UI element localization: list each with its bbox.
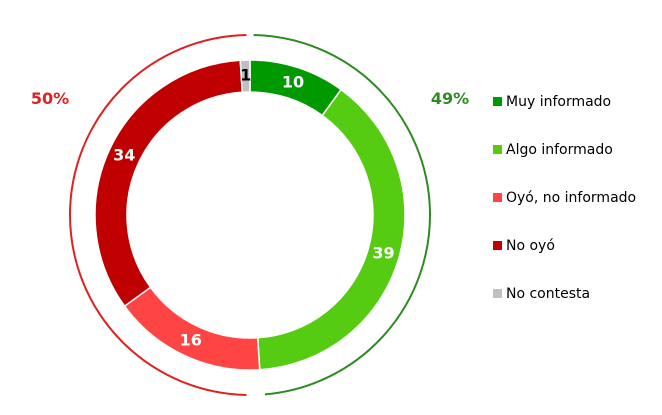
slice-label: 16	[180, 330, 202, 349]
group-arc	[69, 34, 247, 396]
legend-label: Algo informado	[506, 142, 613, 158]
slice-label: 1	[240, 66, 251, 85]
legend-swatch	[493, 97, 502, 106]
group-arc	[253, 34, 432, 396]
legend-swatch	[493, 289, 502, 298]
legend-label: Muy informado	[506, 94, 611, 110]
legend-label: No contesta	[506, 286, 590, 302]
legend-swatch	[493, 145, 502, 154]
slice-label: 34	[113, 145, 135, 164]
legend-swatch	[493, 193, 502, 202]
donut-slice	[123, 286, 261, 371]
donut-slice	[256, 88, 406, 371]
legend-label: Oyó, no informado	[506, 190, 636, 206]
group-total-label: 49%	[431, 89, 469, 108]
donut-slice	[94, 59, 244, 308]
legend-label: No oyó	[506, 238, 555, 254]
group-total-label: 50%	[31, 89, 69, 108]
slice-label: 10	[282, 72, 304, 91]
legend-swatch	[493, 241, 502, 250]
donut-slice	[239, 59, 251, 94]
slice-label: 39	[372, 243, 394, 262]
